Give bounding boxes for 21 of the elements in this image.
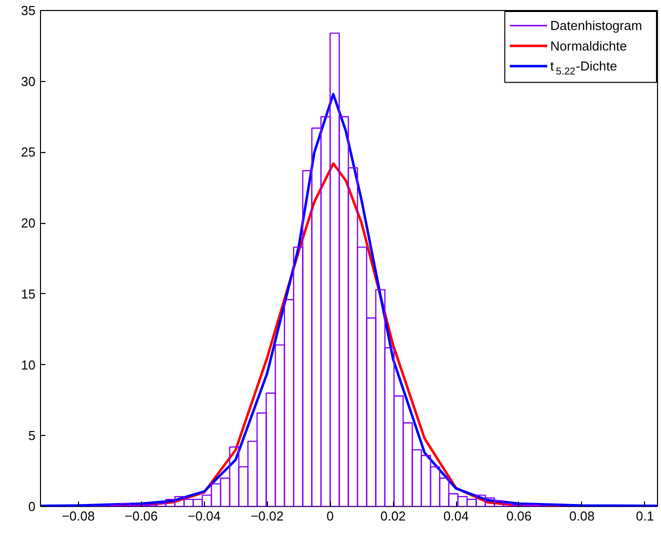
x-tick-label: 0.06	[506, 508, 532, 524]
x-tick-label: 0.02	[380, 508, 406, 524]
y-tick-label: 0	[28, 499, 36, 514]
y-tick-label: 20	[21, 216, 36, 231]
x-tick-label: 0	[326, 508, 334, 524]
x-tick-label: −0.04	[188, 508, 221, 524]
legend-label: Normaldichte	[550, 38, 627, 54]
y-tick-label: 15	[21, 286, 36, 302]
x-tick-label: 0.1	[636, 508, 654, 524]
line-series	[40, 92, 658, 506]
x-tick-label: −0.06	[124, 508, 158, 524]
y-tick-label: 25	[21, 144, 36, 160]
y-tick-label: 5	[28, 428, 36, 444]
legend-label: Datenhistogram	[550, 18, 642, 34]
y-tick-label: 30	[21, 74, 36, 89]
x-tick-label: 0.04	[443, 508, 469, 524]
x-tick-label: −0.08	[62, 508, 95, 524]
x-tick-label: 0.08	[569, 508, 595, 524]
y-tick-label: 35	[21, 3, 36, 18]
x-tick-label: −0.02	[250, 508, 284, 524]
y-tick-label: 10	[21, 357, 36, 372]
